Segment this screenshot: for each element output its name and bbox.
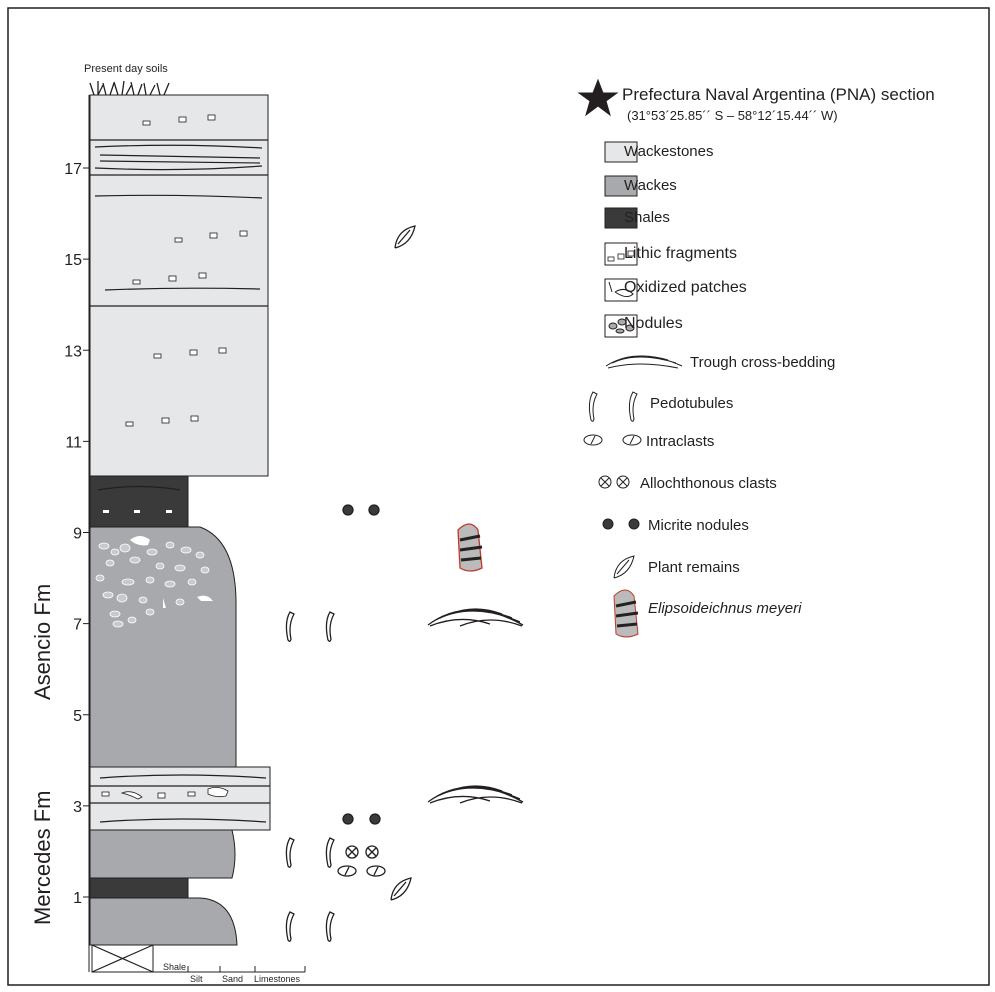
formation-label: Mercedes Fm bbox=[30, 791, 55, 925]
legend-label: Trough cross-bedding bbox=[690, 354, 835, 371]
scale-tick-label: 15 bbox=[64, 252, 82, 269]
legend-label: Elipsoideichnus meyeri bbox=[648, 600, 802, 617]
grain-size-label: Limestones bbox=[254, 974, 301, 984]
legend-label: Allochthonous clasts bbox=[640, 475, 777, 492]
grain-size-label: Shale bbox=[163, 962, 186, 972]
wacke-bed bbox=[89, 829, 236, 879]
legend-label: Micrite nodules bbox=[648, 517, 749, 534]
scale-tick-label: 3 bbox=[73, 799, 82, 816]
grain-size-scale bbox=[152, 966, 306, 973]
legend-coordinates: (31°53´25.85´´ S – 58°12´15.44´´ W) bbox=[627, 108, 838, 123]
frame bbox=[7, 7, 990, 986]
shale-bed bbox=[89, 475, 189, 528]
soil-plants bbox=[89, 80, 170, 96]
shale-bed bbox=[89, 877, 189, 899]
scale-tick-label: 7 bbox=[73, 617, 82, 634]
legend-label: Nodules bbox=[624, 315, 683, 332]
wacke-bed bbox=[89, 526, 237, 768]
scale-tick-label: 5 bbox=[73, 708, 82, 725]
scale-tick-label: 17 bbox=[64, 161, 82, 178]
legend-label: Lithic fragments bbox=[624, 245, 737, 262]
legend-label: Wackestones bbox=[624, 143, 713, 160]
wacke-bed bbox=[89, 897, 238, 946]
legend-label: Shales bbox=[624, 209, 670, 226]
legend-label: Oxidized patches bbox=[624, 279, 747, 296]
legend-label: Wackes bbox=[624, 177, 677, 194]
legend-icons bbox=[577, 78, 683, 638]
grain-size-label: Silt bbox=[190, 974, 203, 984]
grain-size-label: Sand bbox=[222, 974, 243, 984]
formation-label: Asencio Fm bbox=[30, 584, 55, 700]
lithic-clasts bbox=[101, 114, 248, 800]
legend-title: Prefectura Naval Argentina (PNA) section bbox=[622, 85, 935, 104]
scale-tick-label: 9 bbox=[73, 526, 82, 543]
scale-tick-label: 1 bbox=[73, 890, 82, 907]
legend-label: Plant remains bbox=[648, 559, 740, 576]
wackestone-bed bbox=[89, 94, 269, 477]
column-symbols bbox=[285, 225, 524, 942]
nodules bbox=[95, 541, 210, 628]
legend-label: Intraclasts bbox=[646, 433, 714, 450]
scale-tick-label: 11 bbox=[65, 434, 82, 451]
legend-label: Pedotubules bbox=[650, 395, 733, 412]
soils-label: Present day soils bbox=[84, 63, 168, 75]
scale-tick-label: 13 bbox=[64, 343, 82, 360]
column bbox=[89, 94, 271, 973]
